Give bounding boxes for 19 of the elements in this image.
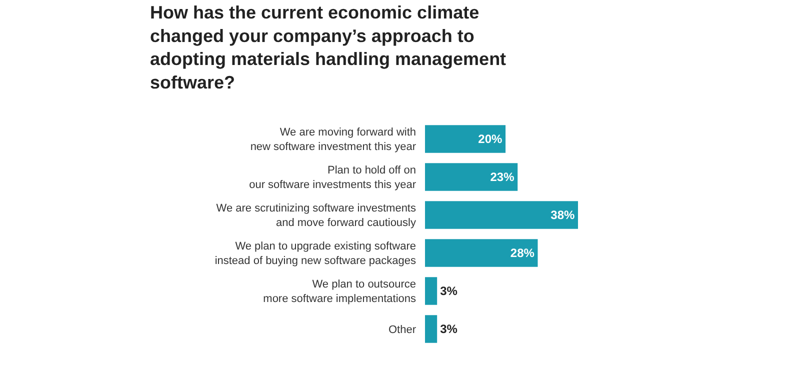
data-label: 3% bbox=[440, 322, 458, 336]
data-label: 3% bbox=[440, 284, 458, 298]
y-tick-label: We are moving forward with new software investment this year bbox=[250, 126, 416, 153]
data-label: 38% bbox=[550, 208, 575, 222]
data-label: 20% bbox=[478, 132, 503, 146]
bar bbox=[425, 125, 506, 153]
bar bbox=[425, 201, 578, 229]
chart-title: How has the current economic climate changed your company’s approach to adopting materials handling management software? bbox=[150, 2, 506, 93]
data-label: 28% bbox=[510, 246, 535, 260]
y-tick-label: Other bbox=[388, 324, 416, 336]
y-tick-label: We are scrutinizing software investments and move forward cautiously bbox=[216, 202, 416, 229]
bar bbox=[425, 163, 518, 191]
bar bbox=[425, 315, 438, 343]
y-tick-label: Plan to hold off on our software investments this year bbox=[249, 164, 416, 191]
y-tick-label: We plan to outsource more software implementations bbox=[263, 278, 416, 305]
y-tick-label: We plan to upgrade existing software instead of buying new software packages bbox=[214, 240, 416, 267]
bar bbox=[425, 277, 438, 305]
bar bbox=[425, 239, 538, 267]
data-label: 23% bbox=[490, 170, 515, 184]
